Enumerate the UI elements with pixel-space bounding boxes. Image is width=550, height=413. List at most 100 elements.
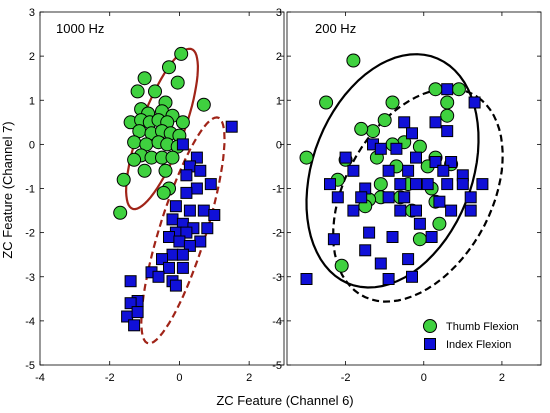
data-point-thumb-flexion	[127, 135, 142, 150]
data-point-index-flexion	[194, 235, 207, 248]
data-point-index-flexion	[152, 270, 165, 283]
y-tick-label: 2	[276, 51, 282, 63]
data-point-index-flexion	[421, 178, 434, 191]
data-point-index-flexion	[166, 213, 179, 226]
data-point-thumb-flexion	[137, 71, 152, 86]
data-point-index-flexion	[208, 209, 221, 221]
data-point-index-flexion	[382, 191, 395, 204]
data-point-thumb-flexion	[319, 95, 334, 110]
data-point-index-flexion	[166, 248, 179, 261]
data-point-index-flexion	[476, 178, 489, 191]
data-point-index-flexion	[225, 120, 238, 133]
y-axis-label: ZC Feature (Channel 7)	[0, 121, 15, 258]
data-point-thumb-flexion	[175, 115, 190, 130]
data-point-thumb-flexion	[113, 205, 128, 220]
data-point-index-flexion	[128, 319, 141, 332]
data-point-thumb-flexion	[170, 75, 185, 90]
y-tick-label: -5	[272, 360, 282, 372]
y-tick-label: 3	[276, 7, 282, 19]
confidence-ellipse-index-flexion	[140, 116, 226, 345]
y-tick-label: 1	[276, 95, 282, 107]
data-point-index-flexion	[441, 83, 454, 96]
panel-title: 1000 Hz	[56, 21, 104, 36]
data-point-index-flexion	[445, 156, 458, 168]
data-point-thumb-flexion	[385, 95, 400, 110]
ticks: -2 0 2 -5 -4 -3 -2 -1 0 1 2 3	[272, 7, 541, 384]
data-point-thumb-flexion	[354, 121, 369, 136]
data-point-index-flexion	[131, 306, 144, 319]
data-point-thumb-flexion	[162, 60, 176, 75]
x-tick-label: -2	[105, 372, 115, 384]
y-tick-label: -3	[25, 272, 35, 284]
data-point-index-flexion	[402, 253, 415, 266]
y-tick-label: 1	[29, 95, 35, 107]
data-point-index-flexion	[398, 191, 411, 204]
data-point-index-flexion	[456, 178, 469, 191]
data-point-thumb-flexion	[346, 53, 361, 68]
data-point-index-flexion	[194, 164, 207, 177]
data-point-thumb-flexion	[440, 108, 455, 123]
data-point-thumb-flexion	[158, 163, 173, 178]
panel-200hz: 200 Hz -2 0 2 -5 -4 -3 -2 -1 0 1 2 3 Thumb Flexion …	[272, 7, 542, 384]
y-tick-label: -2	[25, 228, 35, 240]
confidence-ellipse-index-flexion	[332, 87, 504, 303]
data-point-index-flexion	[183, 204, 196, 217]
data-point-index-flexion	[327, 233, 340, 246]
data-point-index-flexion	[180, 186, 193, 199]
y-tick-label: -1	[272, 184, 282, 196]
x-tick-label: 2	[246, 372, 252, 384]
data-point-index-flexion	[468, 96, 481, 109]
data-point-thumb-flexion	[334, 258, 349, 273]
data-point-thumb-flexion	[377, 113, 392, 128]
data-point-index-flexion	[464, 204, 477, 217]
confidence-ellipse-thumb-flexion	[124, 47, 200, 211]
data-point-thumb-flexion	[156, 185, 171, 200]
data-point-index-flexion	[406, 127, 418, 140]
y-tick-label: -1	[25, 184, 35, 196]
data-point-thumb-flexion	[137, 163, 152, 178]
data-point-index-flexion	[374, 257, 387, 270]
x-tick-label: -4	[35, 372, 45, 384]
points	[113, 46, 238, 332]
data-point-thumb-flexion	[366, 124, 380, 139]
data-point-index-flexion	[339, 151, 352, 164]
data-point-thumb-flexion	[165, 150, 180, 165]
legend-marker-index-flexion	[424, 338, 436, 350]
data-point-index-flexion	[331, 191, 344, 204]
data-point-index-flexion	[374, 142, 387, 155]
data-point-index-flexion	[398, 116, 411, 129]
data-point-index-flexion	[394, 178, 407, 191]
data-point-index-flexion	[429, 116, 442, 129]
data-point-index-flexion	[169, 200, 182, 213]
data-point-thumb-flexion	[412, 139, 427, 154]
data-point-thumb-flexion	[428, 82, 443, 97]
data-point-index-flexion	[173, 235, 186, 248]
data-point-index-flexion	[425, 231, 438, 243]
data-point-index-flexion	[402, 164, 415, 177]
data-point-index-flexion	[201, 222, 214, 235]
data-point-thumb-flexion	[148, 84, 162, 99]
data-point-index-flexion	[441, 178, 454, 191]
ellipses	[124, 47, 226, 345]
data-point-index-flexion	[433, 195, 446, 208]
data-point-index-flexion	[382, 273, 395, 285]
data-point-index-flexion	[386, 231, 399, 243]
data-point-index-flexion	[429, 156, 442, 168]
y-tick-label: -4	[25, 316, 35, 328]
x-tick-label: 2	[499, 372, 505, 384]
data-point-index-flexion	[441, 125, 454, 138]
data-point-thumb-flexion	[451, 82, 466, 97]
y-tick-label: 2	[29, 51, 35, 63]
data-point-index-flexion	[190, 182, 203, 195]
y-tick-label: -4	[272, 316, 282, 328]
data-point-index-flexion	[124, 297, 137, 310]
data-point-index-flexion	[390, 142, 403, 155]
y-tick-label: 0	[276, 139, 282, 151]
x-tick-label: -2	[341, 372, 351, 384]
data-point-index-flexion	[413, 217, 426, 230]
data-point-index-flexion	[410, 204, 422, 217]
data-point-thumb-flexion	[412, 232, 427, 247]
y-tick-label: -3	[272, 272, 282, 284]
panel-title: 200 Hz	[315, 21, 356, 36]
